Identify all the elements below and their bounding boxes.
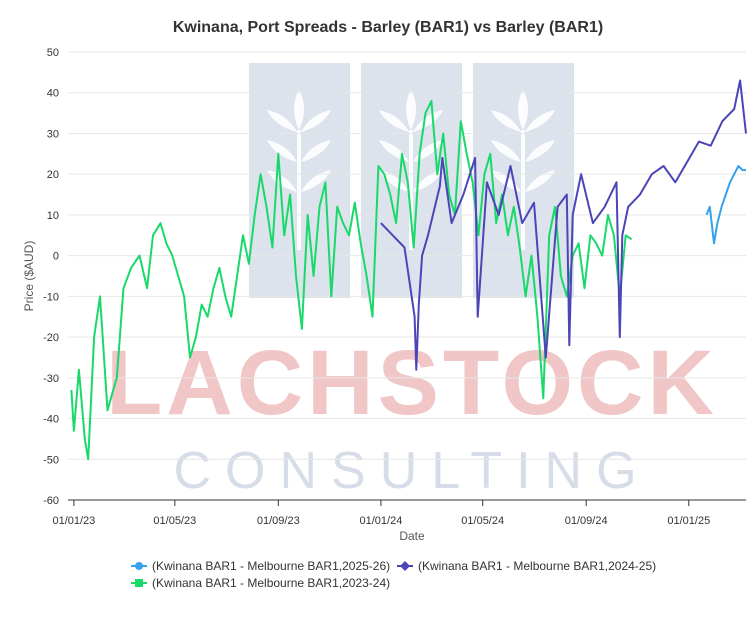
y-tick-label: 20 <box>47 169 59 181</box>
gridlines <box>68 51 746 460</box>
x-axis-label: Date <box>399 529 425 543</box>
y-tick-label: -30 <box>43 373 59 385</box>
x-tick-label: 01/05/23 <box>153 515 196 527</box>
x-tick-label: 01/09/23 <box>257 515 300 527</box>
x-axis-ticks: 01/01/23 01/05/23 01/09/23 01/01/24 01/05/24… <box>52 500 710 527</box>
circle-marker-icon <box>135 562 143 570</box>
y-tick-label: -20 <box>43 332 59 344</box>
watermark-word-1: LACHSTOCK <box>106 332 718 434</box>
series-lines <box>70 79 747 461</box>
y-tick-label: -60 <box>43 495 59 507</box>
y-tick-label: 40 <box>47 88 59 100</box>
legend-label-2023-24: (Kwinana BAR1 - Melbourne BAR1,2023-24) <box>152 576 390 590</box>
y-tick-label: 0 <box>53 251 59 263</box>
x-tick-label: 01/01/24 <box>360 515 403 527</box>
y-tick-label: 50 <box>47 47 59 59</box>
x-tick-label: 01/01/25 <box>667 515 710 527</box>
x-tick-label: 01/05/24 <box>461 515 504 527</box>
square-marker-icon <box>135 579 143 587</box>
series-line-1 <box>380 79 747 371</box>
legend-label-2024-25: (Kwinana BAR1 - Melbourne BAR1,2024-25) <box>418 559 656 573</box>
diamond-marker-icon <box>400 561 410 571</box>
watermark-logo: LACHSTOCK CONSULTING <box>106 63 718 500</box>
chart-title: Kwinana, Port Spreads - Barley (BAR1) vs… <box>173 19 603 36</box>
legend[interactable]: (Kwinana BAR1 - Melbourne BAR1,2025-26) … <box>131 559 656 590</box>
legend-label-2025-26: (Kwinana BAR1 - Melbourne BAR1,2025-26) <box>152 559 390 573</box>
series-line-2 <box>70 99 633 461</box>
y-tick-label: -10 <box>43 291 59 303</box>
series-line-0 <box>705 165 746 245</box>
watermark-word-2: CONSULTING <box>173 442 650 500</box>
y-tick-label: 10 <box>47 210 59 222</box>
x-tick-label: 01/09/24 <box>565 515 608 527</box>
y-axis-ticks: -60 -50 -40 -30 -20 -10 0 10 20 30 40 50 <box>43 47 59 507</box>
legend-item-2025-26[interactable]: (Kwinana BAR1 - Melbourne BAR1,2025-26) <box>131 559 390 573</box>
x-tick-label: 01/01/23 <box>52 515 95 527</box>
y-axis-label: Price ($AUD) <box>22 241 36 312</box>
legend-item-2023-24[interactable]: (Kwinana BAR1 - Melbourne BAR1,2023-24) <box>131 576 390 590</box>
y-tick-label: -40 <box>43 414 59 426</box>
y-tick-label: -50 <box>43 454 59 466</box>
y-tick-label: 30 <box>47 128 59 140</box>
legend-item-2024-25[interactable]: (Kwinana BAR1 - Melbourne BAR1,2024-25) <box>397 559 656 573</box>
